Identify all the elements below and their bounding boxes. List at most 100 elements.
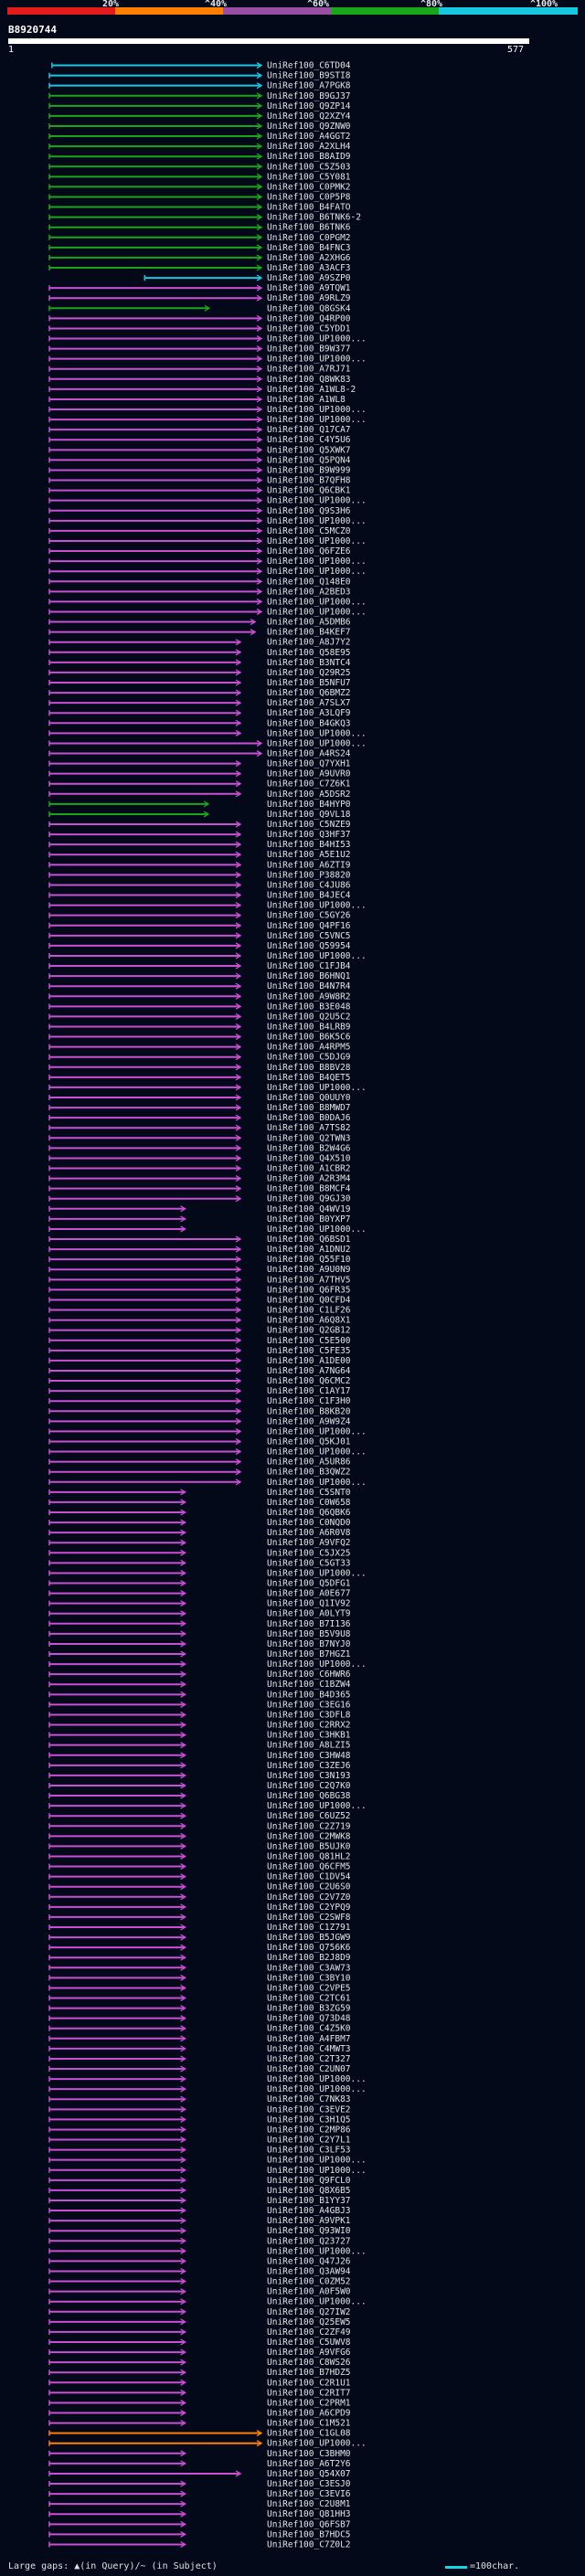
hit-row[interactable]: UniRef100_UP1000...	[48, 2297, 367, 2307]
hit-row[interactable]: UniRef100_Q27IW2	[48, 2307, 351, 2317]
hit-row[interactable]: UniRef100_B3QWZ2	[48, 1468, 351, 1478]
hit-label[interactable]: UniRef100_A7THV5	[267, 1275, 351, 1285]
hit-label[interactable]: UniRef100_A1WL8	[267, 395, 346, 405]
hit-label[interactable]: UniRef100_A4FBM7	[267, 2034, 351, 2044]
hit-label[interactable]: UniRef100_Q5DFG1	[267, 1579, 351, 1589]
hit-label[interactable]: UniRef100_Q0UUY0	[267, 1093, 351, 1103]
hit-label[interactable]: UniRef100_C3BY10	[267, 1973, 351, 1983]
hit-row[interactable]: UniRef100_C3ESJ0	[48, 2479, 351, 2489]
hit-label[interactable]: UniRef100_A7RJ71	[267, 365, 351, 375]
hit-label[interactable]: UniRef100_Q6BSD1	[267, 1235, 351, 1245]
hit-label[interactable]: UniRef100_Q81HH3	[267, 2509, 351, 2519]
hit-label[interactable]: UniRef100_UP1000...	[267, 355, 367, 365]
hit-label[interactable]: UniRef100_Q4WV19	[267, 1204, 351, 1214]
hit-label[interactable]: UniRef100_Q93WI0	[267, 2226, 351, 2236]
hit-row[interactable]: UniRef100_C3ZEJ6	[48, 1761, 351, 1771]
hit-row[interactable]: UniRef100_C7NK83	[48, 2094, 351, 2104]
hit-label[interactable]: UniRef100_C3EVI6	[267, 2489, 351, 2499]
hit-label[interactable]: UniRef100_A1WL8-2	[267, 385, 356, 395]
hit-row[interactable]: UniRef100_Q148E0	[48, 577, 351, 587]
hit-row[interactable]: UniRef100_C1BZW4	[48, 1680, 351, 1690]
hit-label[interactable]: UniRef100_B5V9U8	[267, 1629, 351, 1639]
hit-row[interactable]: UniRef100_C2T327	[48, 2054, 351, 2064]
hit-row[interactable]: UniRef100_Q6CMC2	[48, 1376, 351, 1386]
hit-label[interactable]: UniRef100_A7NG64	[267, 1366, 351, 1376]
hit-row[interactable]: UniRef100_A2XHG6	[48, 253, 351, 263]
hit-label[interactable]: UniRef100_A6Q8X1	[267, 1316, 351, 1326]
hit-row[interactable]: UniRef100_C2MWK8	[48, 1831, 351, 1841]
hit-label[interactable]: UniRef100_C3EG16	[267, 1700, 351, 1710]
hit-row[interactable]: UniRef100_C3HW48	[48, 1751, 351, 1761]
hit-row[interactable]: UniRef100_Q2TWN3	[48, 1133, 351, 1143]
hit-row[interactable]: UniRef100_B6K5C6	[48, 1033, 351, 1043]
hit-row[interactable]: UniRef100_C2U8M1	[48, 2499, 351, 2509]
hit-row[interactable]: UniRef100_C6HWR6	[48, 1670, 351, 1680]
hit-row[interactable]: UniRef100_A7TS82	[48, 1123, 351, 1133]
hit-label[interactable]: UniRef100_UP1000...	[267, 2156, 367, 2166]
hit-label[interactable]: UniRef100_C2U8M1	[267, 2499, 351, 2509]
hit-row[interactable]: UniRef100_A4FBM7	[48, 2034, 351, 2044]
hit-label[interactable]: UniRef100_B6K5C6	[267, 1033, 351, 1043]
hit-row[interactable]: UniRef100_UP1000...	[48, 901, 367, 911]
hit-label[interactable]: UniRef100_Q1IV92	[267, 1599, 351, 1609]
hit-label[interactable]: UniRef100_B8AID9	[267, 152, 351, 162]
hit-label[interactable]: UniRef100_Q5KJ01	[267, 1436, 351, 1447]
hit-row[interactable]: UniRef100_C2Z719	[48, 1821, 351, 1831]
hit-label[interactable]: UniRef100_B6TNK6	[267, 223, 351, 233]
hit-row[interactable]: UniRef100_B4FNC3	[48, 243, 351, 253]
hit-row[interactable]: UniRef100_C2ZF49	[48, 2327, 351, 2337]
hit-row[interactable]: UniRef100_C0P5P8	[48, 192, 351, 202]
hit-label[interactable]: UniRef100_Q756K6	[267, 1943, 351, 1953]
hit-row[interactable]: UniRef100_C4Z5K0	[48, 2024, 351, 2034]
hit-label[interactable]: UniRef100_C2U6S0	[267, 1882, 351, 1892]
hit-label[interactable]: UniRef100_UP1000...	[267, 1478, 367, 1488]
hit-label[interactable]: UniRef100_A3LQF9	[267, 708, 351, 718]
hit-label[interactable]: UniRef100_UP1000...	[267, 1659, 367, 1670]
hit-row[interactable]: UniRef100_UP1000...	[48, 1447, 367, 1458]
hit-row[interactable]: UniRef100_B4HI53	[48, 840, 351, 850]
hit-row[interactable]: UniRef100_A9VFQ2	[48, 1538, 351, 1548]
hit-row[interactable]: UniRef100_A0F5W0	[48, 2287, 351, 2297]
hit-label[interactable]: UniRef100_A9VFQ2	[267, 1538, 351, 1548]
hit-row[interactable]: UniRef100_C7Z0L2	[48, 2539, 351, 2549]
hit-label[interactable]: UniRef100_Q27IW2	[267, 2307, 351, 2317]
hit-label[interactable]: UniRef100_A9SZP0	[267, 273, 351, 283]
hit-label[interactable]: UniRef100_A5DMB6	[267, 618, 351, 628]
hit-row[interactable]: UniRef100_UP1000...	[48, 1801, 367, 1811]
hit-row[interactable]: UniRef100_C1Z791	[48, 1923, 351, 1933]
hit-label[interactable]: UniRef100_C7Z0L2	[267, 2539, 351, 2549]
hit-label[interactable]: UniRef100_C3EVE2	[267, 2104, 351, 2115]
hit-label[interactable]: UniRef100_Q0CFD4	[267, 1295, 351, 1305]
hit-row[interactable]: UniRef100_UP1000...	[48, 567, 367, 577]
hit-label[interactable]: UniRef100_A9W9Z4	[267, 1416, 351, 1426]
hit-label[interactable]: UniRef100_C1GL08	[267, 2429, 351, 2439]
hit-row[interactable]: UniRef100_C1GL08	[48, 2429, 351, 2439]
hit-label[interactable]: UniRef100_C0P5P8	[267, 192, 351, 202]
hit-row[interactable]: UniRef100_C0PMK2	[48, 182, 351, 192]
hit-row[interactable]: UniRef100_Q59954	[48, 941, 351, 951]
hit-row[interactable]: UniRef100_C5SNT0	[48, 1488, 351, 1498]
hit-row[interactable]: UniRef100_Q8WK83	[48, 375, 351, 385]
hit-row[interactable]: UniRef100_Q54X07	[48, 2469, 351, 2479]
hit-row[interactable]: UniRef100_C3H1Q5	[48, 2115, 351, 2125]
hit-row[interactable]: UniRef100_A7SLX7	[48, 698, 351, 708]
hit-row[interactable]: UniRef100_C5FE35	[48, 1346, 351, 1356]
hit-label[interactable]: UniRef100_B8BV28	[267, 1063, 351, 1073]
hit-label[interactable]: UniRef100_C3LF53	[267, 2146, 351, 2156]
hit-label[interactable]: UniRef100_B4FATO	[267, 203, 351, 213]
hit-row[interactable]: UniRef100_Q2GB12	[48, 1326, 351, 1336]
hit-label[interactable]: UniRef100_B9W999	[267, 465, 351, 475]
hit-row[interactable]: UniRef100_B4FATO	[48, 203, 351, 213]
hit-row[interactable]: UniRef100_C2R1U1	[48, 2378, 351, 2388]
hit-row[interactable]: UniRef100_A5DMB6	[48, 618, 351, 628]
hit-row[interactable]: UniRef100_UP1000...	[48, 334, 367, 345]
hit-row[interactable]: UniRef100_A7NG64	[48, 1366, 351, 1376]
hit-row[interactable]: UniRef100_UP1000...	[48, 738, 367, 748]
hit-label[interactable]: UniRef100_Q148E0	[267, 577, 351, 587]
hit-label[interactable]: UniRef100_UP1000...	[267, 597, 367, 607]
hit-label[interactable]: UniRef100_A3ACF3	[267, 263, 351, 273]
hit-row[interactable]: UniRef100_C3BY10	[48, 1973, 351, 1983]
hit-row[interactable]: UniRef100_B4D365	[48, 1690, 351, 1700]
hit-label[interactable]: UniRef100_UP1000...	[267, 567, 367, 577]
hit-row[interactable]: UniRef100_A1CBR2	[48, 1164, 351, 1174]
